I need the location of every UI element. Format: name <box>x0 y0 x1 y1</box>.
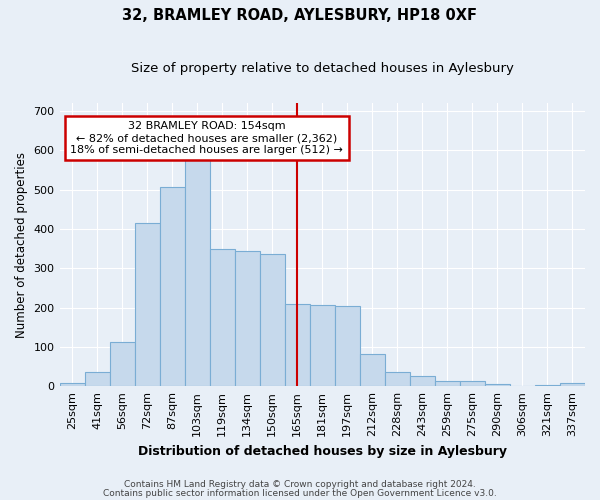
Y-axis label: Number of detached properties: Number of detached properties <box>15 152 28 338</box>
Bar <box>560 383 585 386</box>
Bar <box>410 376 435 386</box>
Text: 32 BRAMLEY ROAD: 154sqm
← 82% of detached houses are smaller (2,362)
18% of semi: 32 BRAMLEY ROAD: 154sqm ← 82% of detache… <box>70 122 343 154</box>
Bar <box>160 187 185 386</box>
Text: Contains public sector information licensed under the Open Government Licence v3: Contains public sector information licen… <box>103 488 497 498</box>
Bar <box>110 342 134 386</box>
X-axis label: Distribution of detached houses by size in Aylesbury: Distribution of detached houses by size … <box>138 444 507 458</box>
Bar <box>209 250 235 386</box>
Bar <box>85 372 110 386</box>
Bar <box>460 381 485 386</box>
Bar <box>185 159 209 386</box>
Title: Size of property relative to detached houses in Aylesbury: Size of property relative to detached ho… <box>131 62 514 76</box>
Bar <box>485 384 510 386</box>
Text: 32, BRAMLEY ROAD, AYLESBURY, HP18 0XF: 32, BRAMLEY ROAD, AYLESBURY, HP18 0XF <box>122 8 478 22</box>
Bar <box>310 305 335 386</box>
Bar <box>385 372 410 386</box>
Bar <box>360 354 385 386</box>
Text: Contains HM Land Registry data © Crown copyright and database right 2024.: Contains HM Land Registry data © Crown c… <box>124 480 476 489</box>
Bar <box>285 304 310 386</box>
Bar <box>335 306 360 386</box>
Bar <box>59 383 85 386</box>
Bar <box>435 381 460 386</box>
Bar <box>134 223 160 386</box>
Bar <box>235 250 260 386</box>
Bar <box>260 254 285 386</box>
Bar <box>535 385 560 386</box>
